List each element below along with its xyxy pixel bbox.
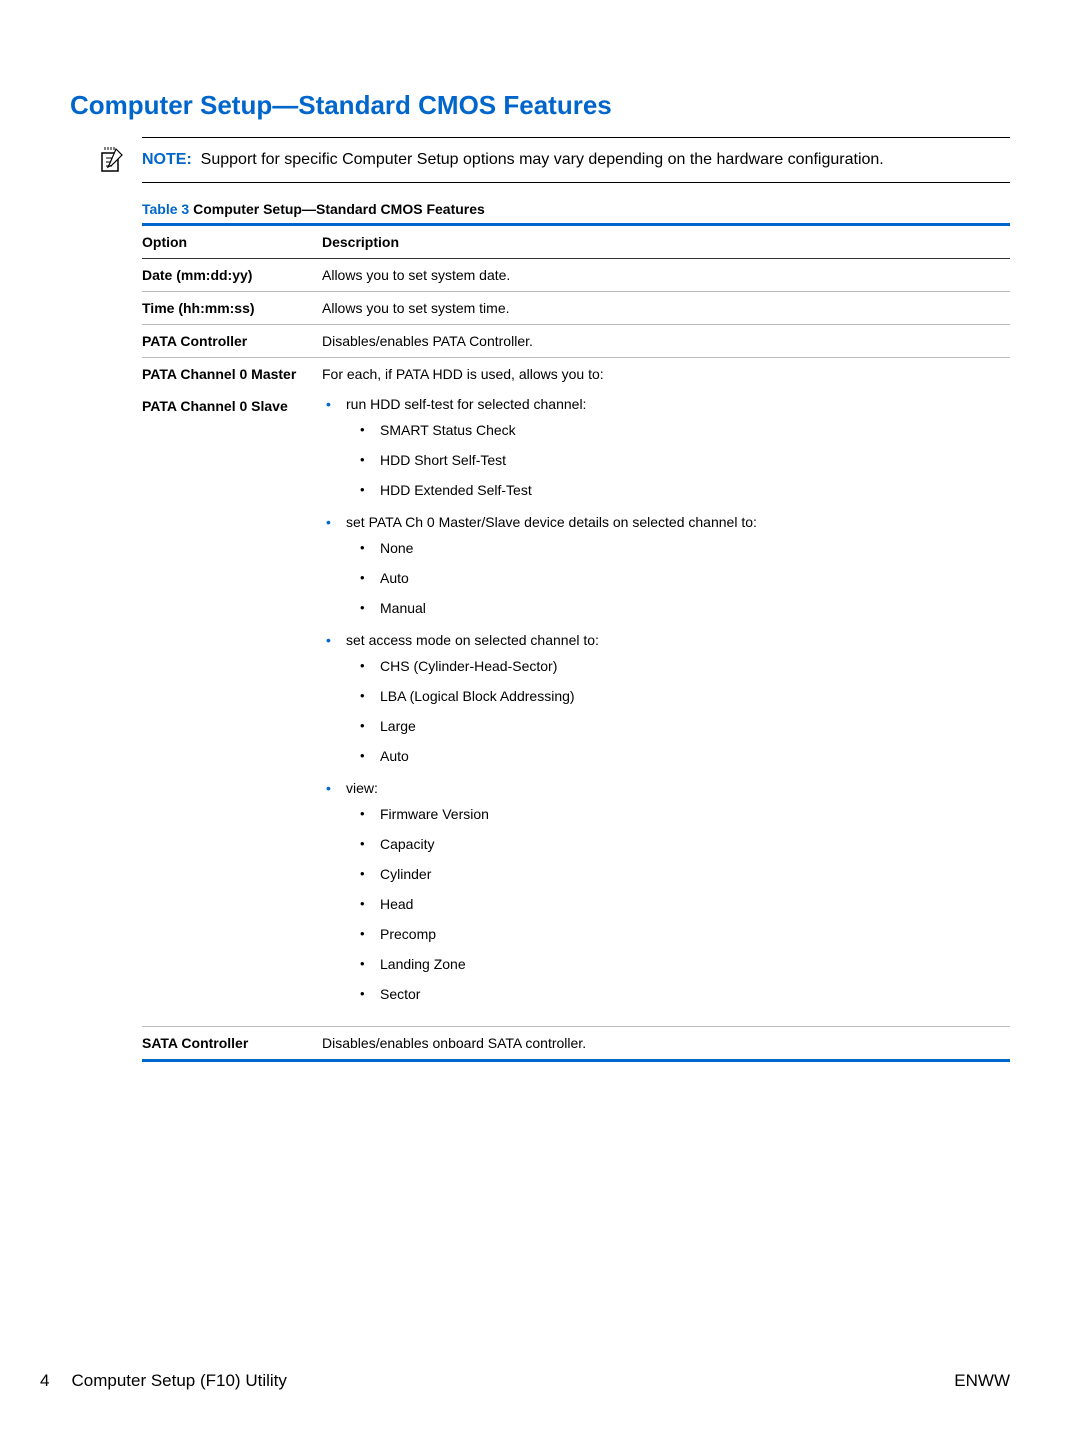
list-item: Capacity xyxy=(356,836,1010,852)
note-box: NOTE: Support for specific Computer Setu… xyxy=(142,137,1010,183)
list-item: Landing Zone xyxy=(356,956,1010,972)
list-item: Firmware Version xyxy=(356,806,1010,822)
option-pata-master: PATA Channel 0 Master xyxy=(142,366,316,382)
table-caption: Table 3 Computer Setup—Standard CMOS Fea… xyxy=(142,201,1010,217)
list-item: CHS (Cylinder-Head-Sector) xyxy=(356,658,1010,674)
page-number: 4 xyxy=(40,1371,49,1391)
table-row: Time (hh:mm:ss) Allows you to set system… xyxy=(142,292,1010,325)
table-number: Table 3 xyxy=(142,201,189,217)
page-footer: 4 Computer Setup (F10) Utility ENWW xyxy=(40,1371,1010,1391)
table-header-row: Option Description xyxy=(142,226,1010,259)
desc-cell: Disables/enables onboard SATA controller… xyxy=(322,1035,1010,1051)
header-description: Description xyxy=(322,234,1010,250)
desc-cell: For each, if PATA HDD is used, allows yo… xyxy=(322,366,1010,1018)
list-item: run HDD self-test for selected channel: … xyxy=(322,396,1010,498)
desc-cell: Allows you to set system time. xyxy=(322,300,1010,316)
list-item: LBA (Logical Block Addressing) xyxy=(356,688,1010,704)
option-cell: PATA Channel 0 Master PATA Channel 0 Sla… xyxy=(142,366,322,1018)
list-item: Auto xyxy=(356,570,1010,586)
section-title: Computer Setup—Standard CMOS Features xyxy=(70,90,1010,121)
list-item: Precomp xyxy=(356,926,1010,942)
option-cell: Time (hh:mm:ss) xyxy=(142,300,322,316)
list-item: None xyxy=(356,540,1010,556)
list-item: Auto xyxy=(356,748,1010,764)
note-text: NOTE: Support for specific Computer Setu… xyxy=(142,151,884,168)
bullet-list-l2: SMART Status Check HDD Short Self-Test H… xyxy=(356,422,1010,498)
header-option: Option xyxy=(142,234,322,250)
list-item: Sector xyxy=(356,986,1010,1002)
list-item: set access mode on selected channel to: … xyxy=(322,632,1010,764)
list-item: set PATA Ch 0 Master/Slave device detail… xyxy=(322,514,1010,616)
list-item: view: Firmware Version Capacity Cylinder… xyxy=(322,780,1010,1002)
bullet-text: run HDD self-test for selected channel: xyxy=(346,396,586,412)
bullet-list-l1: run HDD self-test for selected channel: … xyxy=(322,396,1010,1002)
list-item: HDD Extended Self-Test xyxy=(356,482,1010,498)
pata-intro: For each, if PATA HDD is used, allows yo… xyxy=(322,366,1010,382)
footer-right: ENWW xyxy=(954,1371,1010,1391)
list-item: Large xyxy=(356,718,1010,734)
table-row: Date (mm:dd:yy) Allows you to set system… xyxy=(142,259,1010,292)
bullet-text: set PATA Ch 0 Master/Slave device detail… xyxy=(346,514,757,530)
bullet-list-l2: None Auto Manual xyxy=(356,540,1010,616)
list-item: HDD Short Self-Test xyxy=(356,452,1010,468)
list-item: Cylinder xyxy=(356,866,1010,882)
table-row: SATA Controller Disables/enables onboard… xyxy=(142,1027,1010,1059)
bullet-list-l2: CHS (Cylinder-Head-Sector) LBA (Logical … xyxy=(356,658,1010,764)
table-row: PATA Controller Disables/enables PATA Co… xyxy=(142,325,1010,358)
footer-chapter: Computer Setup (F10) Utility xyxy=(71,1371,286,1391)
list-item: SMART Status Check xyxy=(356,422,1010,438)
desc-cell: Disables/enables PATA Controller. xyxy=(322,333,1010,349)
note-label: NOTE: xyxy=(142,151,192,168)
option-cell: SATA Controller xyxy=(142,1035,322,1051)
option-cell: PATA Controller xyxy=(142,333,322,349)
option-cell: Date (mm:dd:yy) xyxy=(142,267,322,283)
bullet-text: view: xyxy=(346,780,378,796)
note-body: Support for specific Computer Setup opti… xyxy=(201,151,884,168)
note-icon xyxy=(98,146,126,179)
option-pata-slave: PATA Channel 0 Slave xyxy=(142,398,316,414)
list-item: Head xyxy=(356,896,1010,912)
desc-cell: Allows you to set system date. xyxy=(322,267,1010,283)
list-item: Manual xyxy=(356,600,1010,616)
cmos-table: Option Description Date (mm:dd:yy) Allow… xyxy=(142,223,1010,1062)
table-row: PATA Channel 0 Master PATA Channel 0 Sla… xyxy=(142,358,1010,1027)
bullet-list-l2: Firmware Version Capacity Cylinder Head … xyxy=(356,806,1010,1002)
bullet-text: set access mode on selected channel to: xyxy=(346,632,599,648)
table-caption-title: Computer Setup—Standard CMOS Features xyxy=(193,201,485,217)
